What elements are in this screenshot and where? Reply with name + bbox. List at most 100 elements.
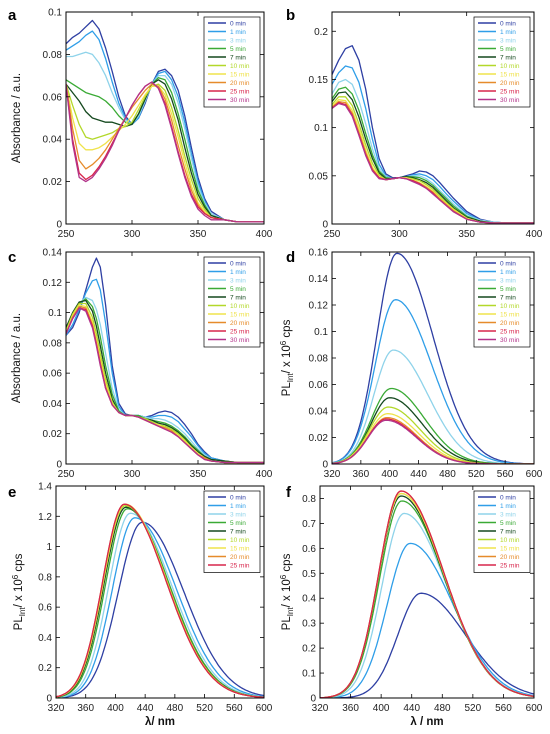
legend-label: 7 min xyxy=(500,294,516,301)
series-line-7-min xyxy=(332,91,534,224)
legend-box xyxy=(473,490,531,573)
legend-label: 3 min xyxy=(500,277,516,284)
y-tick-label: 0 xyxy=(322,220,328,231)
x-tick-label: 560 xyxy=(497,469,514,480)
panel-label: c xyxy=(8,249,16,266)
panel-label: a xyxy=(8,7,17,24)
y-tick-label: 0 xyxy=(56,460,62,471)
series-line-0-min xyxy=(320,592,534,698)
x-tick-label: 520 xyxy=(196,703,213,714)
x-tick-label: 360 xyxy=(342,703,359,714)
x-tick-label: 300 xyxy=(124,229,141,240)
x-tick-label: 520 xyxy=(468,469,485,480)
legend-label: 5 min xyxy=(500,46,516,53)
legend-label: 10 min xyxy=(500,63,520,70)
legend-label: 0 min xyxy=(500,494,516,501)
y-label-sup: 6 xyxy=(279,340,288,345)
y-tick-label: 0.4 xyxy=(302,594,316,605)
x-tick-label: 360 xyxy=(353,469,370,480)
x-tick-label: 350 xyxy=(458,229,475,240)
y-tick-label: 1.4 xyxy=(38,482,52,493)
legend-label: 20 min xyxy=(230,320,250,327)
series-line-25-min xyxy=(320,490,534,698)
legend-label: 15 min xyxy=(230,545,250,552)
x-tick-label: 320 xyxy=(312,703,329,714)
legend-label: 10 min xyxy=(500,303,520,310)
x-tick-label: 300 xyxy=(391,229,408,240)
series-line-30-min xyxy=(332,102,534,224)
series-line-30-min xyxy=(66,81,264,223)
y-tick-label: 1 xyxy=(46,542,52,553)
plot-frame xyxy=(331,11,535,225)
x-tick-label: 440 xyxy=(403,703,420,714)
chart-panel-e: 320 360 400 440 480 520 560 600 0 0.2 0.4 0.6 0.8 1 1.… xyxy=(8,482,273,729)
legend-label: 5 min xyxy=(230,46,246,53)
legend-label: 3 min xyxy=(230,511,246,518)
legend-label: 5 min xyxy=(230,520,246,527)
legend-label: 7 min xyxy=(500,528,516,535)
chart-panel-f: 320 360 400 440 480 520 560 600 0 0.1 0.2 0.3 0.4 0.5… xyxy=(279,484,543,728)
y-label-main: PL xyxy=(281,616,293,631)
legend-label: 20 min xyxy=(500,554,520,561)
legend-label: 10 min xyxy=(500,537,520,544)
plot-frame xyxy=(65,251,265,465)
legend-label: 15 min xyxy=(500,71,520,78)
legend-label: 3 min xyxy=(500,511,516,518)
legend-box xyxy=(203,490,261,573)
y-tick-label: 0.05 xyxy=(309,171,329,182)
chart-panel-b: 250 300 350 400 0 0.05 0.1 0.15 0.2 b 0 min 1 min3 … xyxy=(286,7,543,240)
y-tick-label: 0.2 xyxy=(38,663,52,674)
y-axis-label: PLInt/ x 106 cps xyxy=(11,553,27,630)
chart-panel-d: 320 360 400 440 480 520 560 600 0 0.02 0.04 0.06 0.0… xyxy=(279,248,543,481)
legend-label: 0 min xyxy=(230,260,246,267)
y-tick-label: 0.02 xyxy=(43,429,63,440)
y-tick-label: 0.1 xyxy=(48,308,62,319)
y-label-mid: / x 10 xyxy=(281,345,293,373)
y-tick-label: 0.08 xyxy=(43,338,63,349)
y-label-sub: Int xyxy=(286,607,295,617)
y-tick-label: 0.14 xyxy=(43,248,63,259)
series-group xyxy=(320,490,534,698)
x-tick-label: 360 xyxy=(77,703,94,714)
y-label-main: PL xyxy=(13,616,25,631)
y-tick-label: 0.06 xyxy=(43,369,63,380)
legend-label: 20 min xyxy=(230,554,250,561)
series-line-0-min xyxy=(56,521,264,698)
y-axis-label: Absorbance / a.u. xyxy=(11,313,23,403)
panel-label: e xyxy=(8,484,16,501)
series-line-1-min xyxy=(56,517,264,698)
y-label-main: PL xyxy=(281,382,293,397)
y-label-end: cps xyxy=(281,319,293,340)
legend-label: 25 min xyxy=(230,562,250,569)
series-line-3-min xyxy=(56,512,264,698)
x-tick-label: 440 xyxy=(137,703,154,714)
x-tick-label: 400 xyxy=(526,229,543,240)
plot-frame xyxy=(65,11,265,225)
x-tick-label: 400 xyxy=(107,703,124,714)
chart-panel-a: 250 300 350 400 0 0.02 0.04 0.06 0.08 0.1 a Absorba… xyxy=(8,7,273,240)
y-tick-label: 0.1 xyxy=(314,327,328,338)
x-tick-label: 400 xyxy=(256,229,273,240)
y-label-mid: / x 10 xyxy=(13,579,25,607)
legend-label: 15 min xyxy=(500,311,520,318)
x-tick-label: 400 xyxy=(381,469,398,480)
y-tick-label: 0.6 xyxy=(38,603,52,614)
legend-label: 7 min xyxy=(230,294,246,301)
y-tick-label: 0 xyxy=(46,694,52,705)
y-tick-label: 0.14 xyxy=(309,274,329,285)
series-line-15-min xyxy=(332,99,534,224)
panel-label: f xyxy=(286,484,292,501)
legend-label: 10 min xyxy=(230,537,250,544)
legend-label: 15 min xyxy=(230,71,250,78)
series-line-0-min xyxy=(332,252,534,464)
y-label-sub: Int xyxy=(286,373,295,383)
y-tick-label: 0.02 xyxy=(309,433,329,444)
x-tick-label: 600 xyxy=(526,469,543,480)
chart-panel-c: 250 300 350 400 0 0.02 0.04 0.06 0.08 0.1 0.12 0.14… xyxy=(8,248,273,481)
y-axis-label: PLInt/ x 106 cps xyxy=(279,553,295,630)
x-tick-label: 350 xyxy=(190,229,207,240)
